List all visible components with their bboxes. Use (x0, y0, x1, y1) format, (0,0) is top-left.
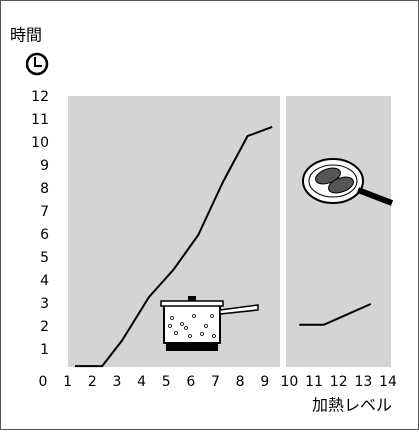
y-tick-label: 11 (31, 112, 49, 128)
x-tick-label: 2 (88, 374, 97, 390)
line (75, 125, 273, 368)
x-tick-label: 5 (162, 374, 171, 390)
y-tick-label: 7 (40, 204, 49, 220)
x-tick-label: 1 (63, 374, 72, 390)
y-tick-label: 4 (40, 273, 49, 289)
x-tick-label: 13 (354, 374, 372, 390)
clock-icon (25, 52, 49, 76)
y-axis-title: 時間 (10, 26, 42, 45)
x-tick-label: 10 (281, 374, 299, 390)
x-tick-label: 8 (236, 374, 245, 390)
y-tick-label: 1 (40, 342, 49, 358)
y-tick-label: 8 (40, 181, 49, 197)
x-tick-label: 3 (112, 374, 121, 390)
pan-icon (302, 158, 394, 206)
y-tick-label: 2 (40, 319, 49, 335)
x-tick-label: 6 (186, 374, 195, 390)
panel (286, 96, 391, 367)
x-tick-label: 12 (330, 374, 348, 390)
x-tick-label: 4 (137, 374, 146, 390)
y-tick-label: 3 (40, 296, 49, 312)
y-tick-label: 10 (31, 135, 49, 151)
y-tick-label: 6 (40, 227, 49, 243)
x-tick-label: 14 (379, 374, 397, 390)
y-tick-label: 12 (31, 89, 49, 105)
x-tick-label: 0 (39, 374, 48, 390)
pot-icon (160, 296, 259, 351)
x-tick-label: 9 (260, 374, 269, 390)
y-tick-label: 5 (40, 250, 49, 266)
line (299, 303, 372, 326)
y-tick-label: 9 (40, 158, 49, 174)
x-tick-label: 11 (305, 374, 323, 390)
x-axis-title: 加熱レベル (312, 396, 392, 415)
x-tick-label: 7 (211, 374, 220, 390)
